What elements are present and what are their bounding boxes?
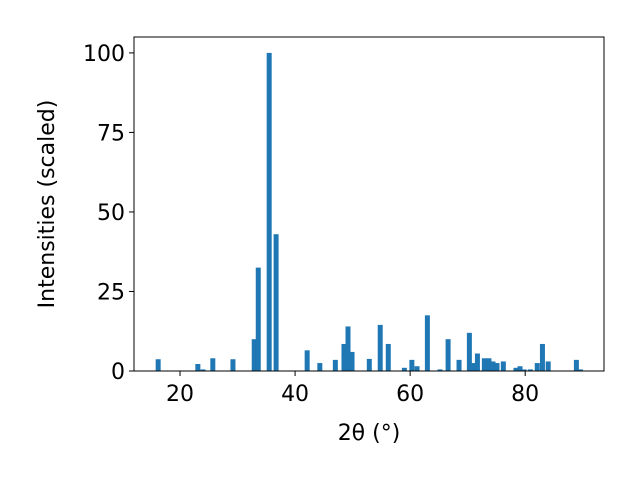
bar [474, 353, 480, 371]
y-tick-label: 100 [83, 42, 125, 67]
y-tick-label: 0 [111, 360, 125, 385]
y-tick-label: 75 [97, 121, 125, 146]
bar [345, 326, 351, 371]
bar [401, 367, 407, 371]
x-axis-label: 2θ (°) [338, 421, 401, 446]
bar [470, 363, 476, 371]
bar [494, 363, 500, 371]
bar [486, 358, 492, 371]
y-axis-label: Intensities (scaled) [35, 100, 60, 309]
x-tick-label: 60 [396, 382, 424, 407]
bar [517, 366, 523, 371]
bar [255, 267, 261, 371]
bar [377, 324, 383, 371]
bar [332, 359, 338, 371]
bar [304, 350, 310, 371]
bar [573, 359, 579, 371]
bar [539, 343, 545, 371]
bar [200, 369, 206, 371]
bar [273, 234, 279, 371]
bar [349, 351, 355, 371]
bar [424, 315, 430, 371]
bar [251, 339, 257, 371]
bar [500, 361, 506, 371]
bar [445, 339, 451, 371]
bar [481, 358, 487, 371]
plot-frame [133, 36, 605, 372]
bar [521, 369, 527, 371]
x-tick-label: 80 [511, 382, 539, 407]
bar [409, 359, 415, 371]
bar [545, 361, 551, 371]
bar [230, 359, 236, 371]
bar [527, 369, 533, 371]
y-tick-label: 25 [97, 280, 125, 305]
bar [341, 343, 347, 371]
bar [534, 363, 540, 371]
bar [210, 358, 216, 371]
bar [466, 332, 472, 371]
bar [577, 369, 583, 371]
bar [456, 359, 462, 371]
bar [414, 366, 420, 371]
bar [513, 367, 519, 371]
bar [490, 361, 496, 371]
bar [317, 363, 323, 371]
bar [385, 343, 391, 371]
y-tick-label: 50 [97, 201, 125, 226]
bar [266, 52, 272, 372]
bar [195, 364, 201, 371]
x-tick-label: 20 [166, 382, 194, 407]
x-tick-label: 40 [281, 382, 309, 407]
bar [437, 369, 443, 371]
bar [155, 359, 161, 371]
bar [366, 358, 372, 371]
